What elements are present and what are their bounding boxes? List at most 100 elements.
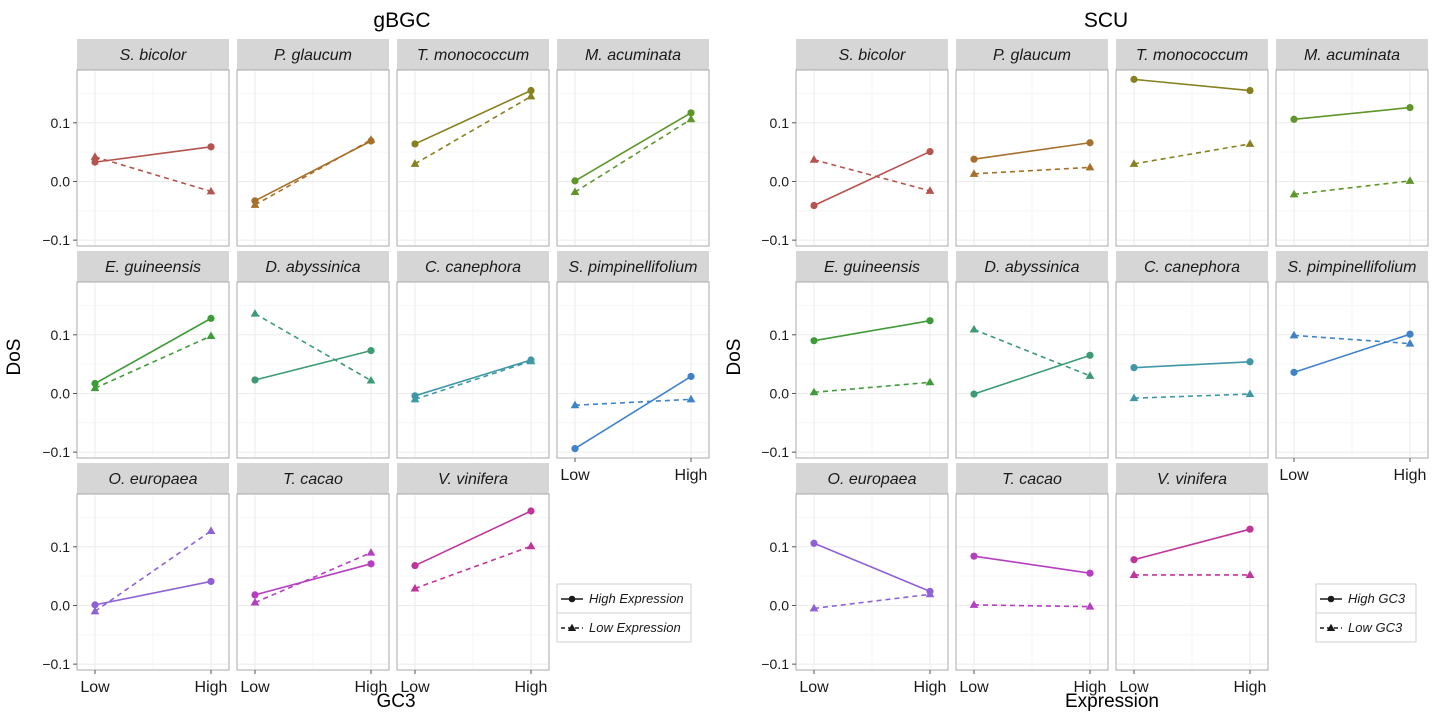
data-point-circle (91, 601, 99, 609)
y-tick-label: −0.1 (761, 656, 789, 672)
data-point-triangle (250, 309, 260, 317)
data-point-triangle (366, 548, 376, 556)
data-point-circle (926, 317, 934, 325)
x-tick-label: High (1234, 679, 1267, 696)
facet-strip (77, 39, 229, 70)
series-line-dashed (1133, 143, 1251, 165)
y-tick-label: 0.1 (51, 539, 71, 555)
data-point-circle (1290, 115, 1298, 123)
facet-panel: T. monococcum (396, 39, 550, 247)
facet-strip (237, 463, 389, 494)
facet-strip (557, 251, 709, 282)
facet-strip-label: S. pimpinellifolium (1288, 259, 1417, 276)
series-line-dashed (1293, 180, 1411, 196)
data-point-triangle (1085, 162, 1095, 171)
data-point-circle (926, 147, 934, 156)
data-point-circle (687, 109, 695, 117)
data-point-triangle (206, 526, 216, 534)
facet-strip-label: S. pimpinellifolium (569, 259, 698, 276)
series-line-solid (973, 141, 1091, 160)
facet-strip-label: V. vinifera (438, 471, 508, 488)
facet-panel: E. guineensis −0.1 0.0 0.1 (42, 251, 230, 460)
series-line-solid (94, 580, 212, 606)
data-point-circle (810, 201, 818, 210)
data-point-triangle (809, 387, 819, 396)
facet-strip-label: C. canephora (1144, 259, 1240, 276)
facet-strip (796, 39, 948, 70)
data-point-circle (367, 347, 375, 355)
series-line-dashed (94, 156, 212, 193)
y-tick-label: −0.1 (42, 232, 70, 248)
facet-strip (397, 463, 549, 494)
data-point-triangle (1245, 389, 1255, 398)
legend-marker-triangle (567, 623, 577, 631)
x-tick-label: High (515, 679, 548, 696)
series-line-solid (414, 89, 532, 145)
data-point-triangle (1085, 371, 1095, 379)
facet-strip-label: P. glaucum (993, 47, 1071, 64)
data-point-triangle (969, 600, 979, 608)
facet-strip-label: O. europaea (109, 471, 198, 488)
data-point-circle (970, 390, 978, 398)
data-point-triangle (410, 394, 420, 403)
legend: High Expression Low Expression (556, 583, 692, 643)
data-point-circle (810, 337, 818, 345)
facet-strip-label: E. guineensis (105, 259, 201, 276)
series-line-dashed (973, 166, 1091, 175)
series-line-dashed (813, 381, 931, 394)
data-point-circle (970, 155, 978, 163)
legend-marker-circle (1327, 595, 1335, 603)
data-point-triangle (366, 135, 376, 143)
y-tick-label: −0.1 (42, 444, 70, 460)
series-line-solid (94, 146, 212, 163)
series-line-solid (813, 150, 931, 207)
series-line-solid (813, 542, 931, 593)
series-line-dashed (813, 158, 931, 192)
facet-strip-label: D. abyssinica (265, 259, 360, 276)
data-point-triangle (1245, 139, 1255, 147)
x-tick-label: High (675, 467, 708, 484)
data-point-triangle (925, 589, 935, 598)
facet-strip (796, 251, 948, 282)
legend-key-box (556, 612, 692, 643)
facet-panel: O. europaea −0.1 0.0 0.1 Low High (42, 463, 230, 696)
chart-title: SCU (1084, 9, 1128, 32)
x-tick-label: Low (240, 679, 270, 696)
series-line-solid (254, 349, 372, 381)
data-point-triangle (1245, 570, 1255, 578)
x-tick-label: Low (959, 679, 989, 696)
series-line-dashed (973, 328, 1091, 377)
series-line-dashed (254, 139, 372, 206)
facet-strip-label: O. europaea (828, 471, 917, 488)
y-tick-label: 0.1 (770, 115, 790, 131)
y-tick-label: 0.1 (51, 115, 71, 131)
legend-marker-circle (568, 595, 576, 603)
series-line-dashed (254, 312, 372, 382)
data-point-triangle (206, 331, 216, 339)
data-point-circle (1246, 86, 1254, 95)
data-point-triangle (366, 375, 376, 384)
facet-strip (956, 251, 1108, 282)
facet-strip-label: T. monococcum (1136, 47, 1248, 64)
data-point-triangle (1405, 339, 1415, 347)
x-tick-label: Low (1279, 467, 1309, 484)
facet-strip-label: S. bicolor (839, 47, 906, 64)
series-line-dashed (94, 335, 212, 389)
series-line-solid (1133, 360, 1251, 369)
facet-panel: O. europaea −0.1 0.0 0.1 Low High (761, 463, 949, 696)
series-line-dashed (1293, 334, 1411, 345)
facet-panel: T. cacao Low High (236, 463, 390, 696)
data-point-circle (411, 561, 419, 570)
y-tick-label: 0.0 (51, 173, 71, 189)
facet-panel: V. vinifera Low High (1115, 463, 1269, 696)
data-point-circle (1130, 75, 1138, 83)
legend-label: High Expression (589, 591, 684, 606)
series-line-solid (1293, 106, 1411, 121)
facet-panel: S. bicolor −0.1 0.0 0.1 (761, 39, 949, 248)
facet-strip (397, 251, 549, 282)
facet-strip-label: S. bicolor (120, 47, 187, 64)
data-point-circle (571, 177, 579, 185)
y-tick-label: 0.1 (51, 327, 71, 343)
facet-panel: D. abyssinica (236, 251, 390, 459)
chart-1: SCU DoS Expression S. bicolor −0.1 0.0 0.1 P. g… (724, 9, 1429, 712)
